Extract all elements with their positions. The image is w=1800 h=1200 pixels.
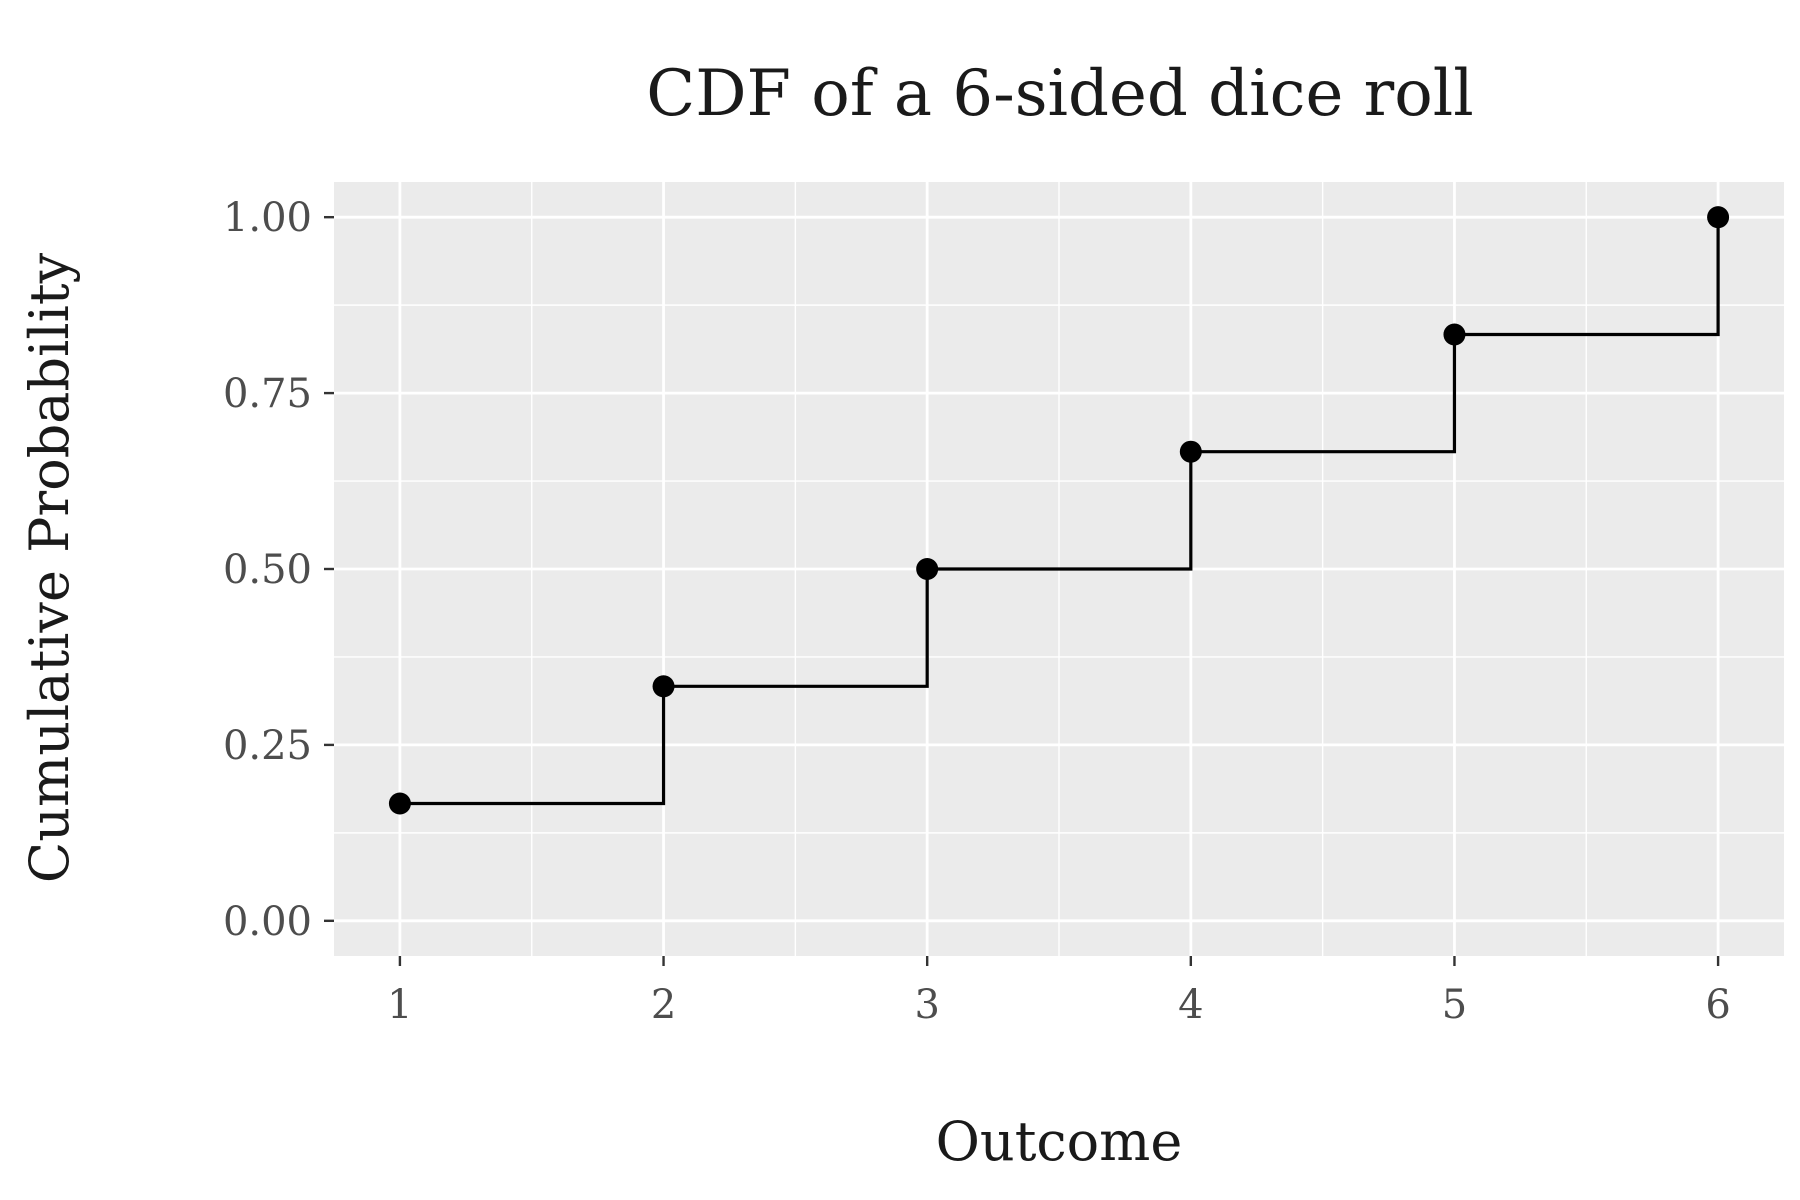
grid-major-lines <box>334 182 1784 956</box>
y-tick-label: 0.25 <box>223 723 312 769</box>
cdf-point <box>1443 323 1466 346</box>
x-tick-label: 3 <box>914 982 939 1028</box>
chart-title: CDF of a 6-sided dice roll <box>646 57 1473 131</box>
cdf-point <box>652 675 675 698</box>
x-tick-label: 2 <box>651 982 676 1028</box>
axis-ticks <box>324 215 1720 966</box>
y-axis-title: Cumulative Probability <box>18 252 81 883</box>
x-tick-label: 1 <box>387 982 412 1028</box>
y-tick-labels: 0.00 0.25 0.50 0.75 1.00 <box>223 195 312 945</box>
cdf-point <box>916 558 939 580</box>
x-tick-label: 6 <box>1705 982 1730 1028</box>
x-tick-label: 5 <box>1442 982 1467 1028</box>
y-tick-label: 1.00 <box>223 195 312 241</box>
x-axis-title: Outcome <box>936 1110 1183 1173</box>
series-layer <box>388 206 1730 815</box>
y-tick-label: 0.50 <box>223 547 312 593</box>
y-tick-label: 0.75 <box>223 371 312 417</box>
cdf-point <box>1179 440 1202 463</box>
cdf-point <box>388 792 411 815</box>
x-tick-label: 4 <box>1178 982 1203 1028</box>
x-tick-labels: 1 2 3 4 5 6 <box>387 982 1731 1028</box>
cdf-point <box>1707 206 1730 229</box>
y-tick-label: 0.00 <box>223 899 312 945</box>
cdf-step-line <box>399 217 1720 806</box>
